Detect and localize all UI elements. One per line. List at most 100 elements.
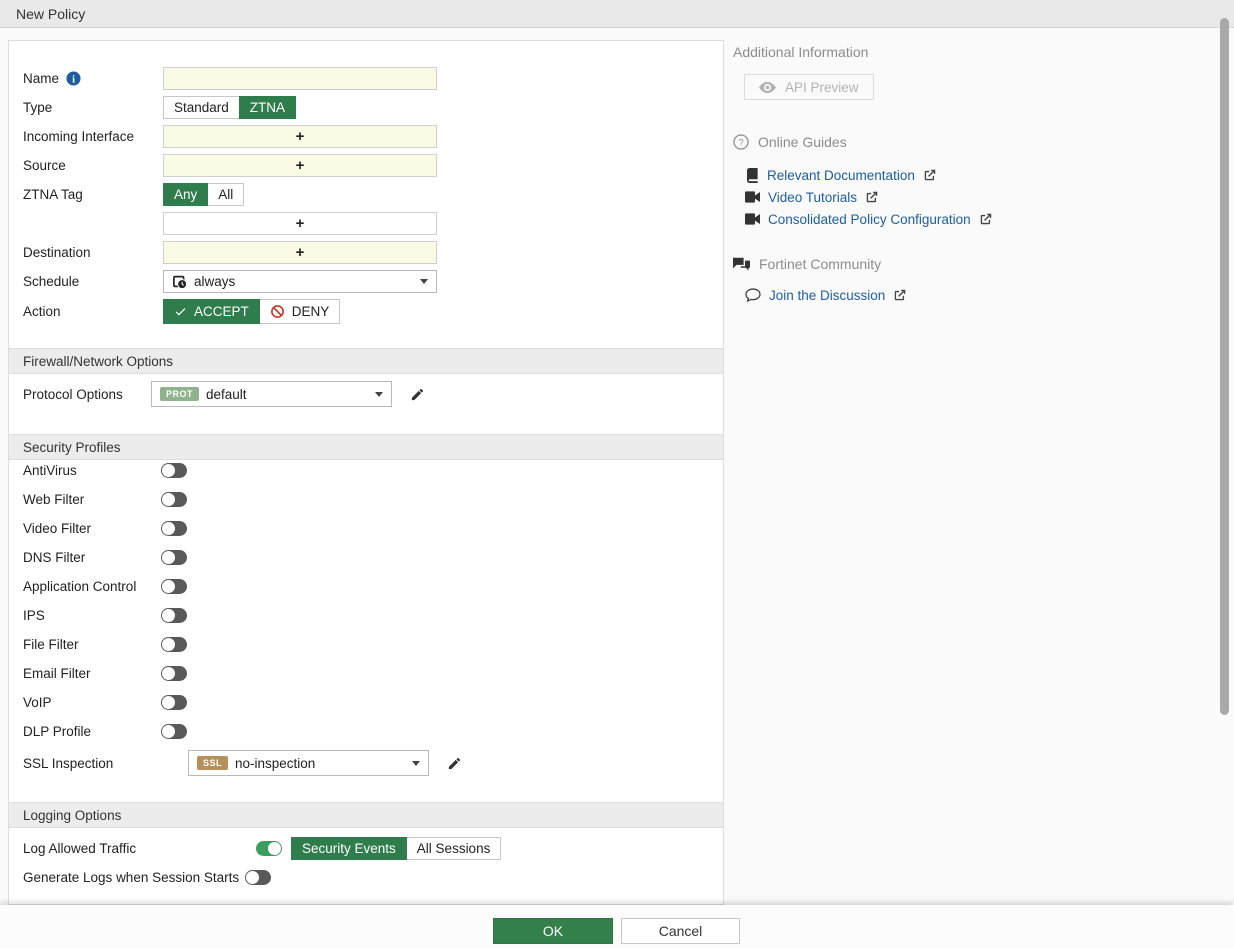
policy-form-card: Name i Type Standard ZTNA Incoming Inter…	[8, 40, 724, 905]
ztna-tag-add-button[interactable]: +	[163, 212, 437, 235]
type-standard-button[interactable]: Standard	[163, 96, 240, 119]
footer-bar: OK Cancel	[0, 905, 1234, 948]
book-icon	[745, 167, 759, 183]
name-input[interactable]	[163, 67, 437, 90]
application-control-row: Application Control	[23, 576, 723, 596]
type-ztna-button[interactable]: ZTNA	[238, 96, 297, 119]
svg-text:?: ?	[738, 137, 743, 147]
ztna-tag-label: ZTNA Tag	[23, 187, 83, 202]
ztna-tag-row: ZTNA Tag Any All	[23, 183, 723, 206]
community-links: Join the Discussion	[745, 284, 1203, 306]
online-guides-title: ? Online Guides	[733, 134, 1203, 150]
protocol-options-select[interactable]: PROT default	[151, 381, 392, 407]
chevron-down-icon	[420, 279, 428, 284]
incoming-interface-add-button[interactable]: +	[163, 125, 437, 148]
firewall-network-options-header: Firewall/Network Options	[9, 348, 723, 374]
action-label: Action	[23, 304, 61, 319]
dlp-profile-toggle[interactable]	[161, 723, 187, 739]
pencil-icon	[447, 756, 462, 771]
page-title: New Policy	[16, 5, 86, 22]
schedule-select[interactable]: always	[163, 270, 437, 293]
video-tutorials-link[interactable]: Video Tutorials	[745, 186, 879, 208]
all-sessions-button[interactable]: All Sessions	[405, 837, 502, 860]
type-row: Type Standard ZTNA	[23, 96, 723, 119]
calendar-clock-icon	[172, 274, 187, 289]
ips-row: IPS	[23, 605, 723, 625]
destination-add-button[interactable]: +	[163, 241, 437, 264]
ztna-tag-any-button[interactable]: Any	[163, 183, 209, 206]
email-filter-toggle[interactable]	[161, 665, 187, 681]
action-accept-button[interactable]: ACCEPT	[163, 299, 260, 324]
log-mode-segment: Security Events All Sessions	[291, 837, 502, 860]
ztna-tag-all-button[interactable]: All	[207, 183, 245, 206]
external-link-icon	[865, 190, 879, 204]
relevant-documentation-link[interactable]: Relevant Documentation	[745, 164, 937, 186]
protocol-options-row: Protocol Options PROT default	[23, 381, 723, 407]
chevron-down-icon	[375, 391, 383, 397]
antivirus-row: AntiVirus	[23, 460, 723, 480]
svg-text:i: i	[72, 74, 75, 85]
action-deny-button[interactable]: DENY	[258, 299, 341, 324]
chevron-down-icon	[412, 760, 420, 766]
additional-information-panel: Additional Information API Preview ? Onl…	[733, 40, 1203, 306]
protocol-options-label: Protocol Options	[23, 386, 123, 402]
vertical-scrollbar-thumb[interactable]	[1220, 18, 1229, 715]
type-segment: Standard ZTNA	[163, 96, 297, 119]
ssl-inspection-edit-button[interactable]	[447, 756, 462, 771]
join-the-discussion-link[interactable]: Join the Discussion	[745, 284, 907, 306]
check-icon	[174, 305, 187, 318]
incoming-interface-row: Incoming Interface +	[23, 125, 723, 148]
security-events-button[interactable]: Security Events	[291, 837, 407, 860]
additional-information-title: Additional Information	[733, 44, 869, 60]
ok-button[interactable]: OK	[493, 918, 613, 944]
source-add-button[interactable]: +	[163, 154, 437, 177]
web-filter-toggle[interactable]	[161, 491, 187, 507]
fortinet-community-title: Fortinet Community	[733, 256, 1203, 272]
video-filter-row: Video Filter	[23, 518, 723, 538]
schedule-row: Schedule always	[23, 270, 723, 293]
source-row: Source +	[23, 154, 723, 177]
web-filter-row: Web Filter	[23, 489, 723, 509]
info-icon: i	[66, 71, 81, 86]
log-allowed-traffic-toggle[interactable]	[256, 841, 282, 856]
file-filter-toggle[interactable]	[161, 636, 187, 652]
incoming-interface-label: Incoming Interface	[23, 129, 135, 144]
consolidated-policy-configuration-link[interactable]: Consolidated Policy Configuration	[745, 208, 993, 230]
log-allowed-traffic-label: Log Allowed Traffic	[23, 841, 137, 856]
ssl-inspection-select[interactable]: SSL no-inspection	[188, 750, 429, 776]
type-label: Type	[23, 100, 53, 115]
ips-toggle[interactable]	[161, 607, 187, 623]
destination-label: Destination	[23, 245, 91, 260]
prot-badge: PROT	[160, 387, 200, 401]
cancel-button[interactable]: Cancel	[621, 918, 740, 944]
ztna-tag-add-row: +	[23, 212, 723, 235]
external-link-icon	[923, 168, 937, 182]
video-icon	[745, 213, 760, 225]
action-row: Action ACCEPT DENY	[23, 299, 723, 324]
schedule-label: Schedule	[23, 274, 80, 289]
protocol-options-edit-button[interactable]	[410, 387, 425, 402]
ssl-inspection-value: no-inspection	[235, 755, 316, 771]
online-guides-links: Relevant Documentation Video Tutorials C…	[745, 164, 1203, 230]
generate-logs-row: Generate Logs when Session Starts	[23, 866, 723, 889]
api-preview-button[interactable]: API Preview	[744, 74, 874, 100]
protocol-options-value: default	[206, 386, 247, 402]
security-profiles-header: Security Profiles	[9, 434, 723, 460]
video-icon	[745, 191, 760, 203]
antivirus-toggle[interactable]	[161, 462, 187, 478]
window-titlebar: New Policy	[0, 0, 1234, 28]
dns-filter-row: DNS Filter	[23, 547, 723, 567]
video-filter-toggle[interactable]	[161, 520, 187, 536]
schedule-value: always	[194, 274, 236, 289]
application-control-toggle[interactable]	[161, 578, 187, 594]
file-filter-row: File Filter	[23, 634, 723, 654]
chat-bubbles-icon	[733, 257, 750, 272]
log-allowed-traffic-row: Log Allowed Traffic Security Events All …	[23, 837, 723, 860]
pencil-icon	[410, 387, 425, 402]
action-segment: ACCEPT DENY	[163, 299, 341, 324]
ssl-inspection-label: SSL Inspection	[23, 755, 114, 771]
dns-filter-toggle[interactable]	[161, 549, 187, 565]
generate-logs-toggle[interactable]	[245, 870, 272, 885]
external-link-icon	[893, 288, 907, 302]
voip-toggle[interactable]	[161, 694, 187, 710]
